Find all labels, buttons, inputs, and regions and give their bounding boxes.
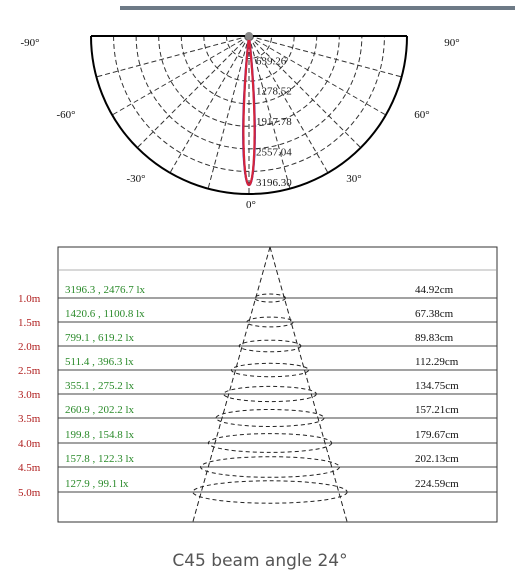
diameter-label: 224.59cm [415, 478, 459, 490]
polar-ring [158, 35, 340, 127]
polar-spoke [169, 35, 250, 174]
angle-label: -90° [20, 37, 39, 49]
illuminance-label: 127.9 , 99.1 lx [65, 478, 129, 490]
diameter-label: 112.29cm [415, 356, 459, 368]
illuminance-label: 3196.3 , 2476.7 lx [65, 284, 146, 296]
polar-spoke [248, 35, 291, 189]
distance-label: 2.5m [18, 365, 41, 377]
chart-caption: C45 beam angle 24° [172, 551, 348, 571]
angle-label: -30° [126, 173, 145, 185]
beam-ellipse [192, 480, 348, 504]
radial-tick-label: 1917.78 [256, 116, 292, 128]
beam-ellipse [238, 339, 302, 353]
radial-tick-label: 1278.52 [256, 86, 292, 98]
polar-ring [225, 35, 273, 59]
illuminance-label: 799.1 , 619.2 lx [65, 332, 135, 344]
polar-spoke [96, 35, 250, 78]
diameter-label: 67.38cm [415, 308, 454, 320]
polar-ring [203, 35, 295, 82]
radial-tick-label: 2557.04 [256, 146, 292, 158]
angle-label: 90° [444, 37, 459, 49]
polar-spoke [248, 35, 329, 174]
distance-label: 3.0m [18, 389, 41, 401]
diameter-label: 89.83cm [415, 332, 454, 344]
polar-spoke [248, 35, 402, 78]
distance-label: 2.0m [18, 341, 41, 353]
beam-ellipse [223, 385, 317, 403]
distance-label: 1.0m [18, 293, 41, 305]
distance-label: 4.5m [18, 462, 41, 474]
distance-label: 1.5m [18, 317, 41, 329]
diameter-label: 179.67cm [415, 429, 459, 441]
header-rule [120, 6, 515, 10]
beam-ellipse [230, 362, 310, 378]
beam-lobe [242, 35, 256, 187]
diameter-label: 44.92cm [415, 284, 454, 296]
polar-spoke [248, 35, 362, 149]
angle-label: -60° [56, 109, 75, 121]
beam-ellipse [246, 316, 294, 328]
angle-label: 30° [346, 173, 361, 185]
beam-ellipse [207, 433, 333, 453]
polar-spoke [111, 35, 250, 116]
diameter-label: 134.75cm [415, 380, 459, 392]
polar-frame [90, 35, 408, 195]
radial-tick-label: 639.26 [256, 55, 287, 67]
beam-ellipse [254, 293, 286, 303]
illuminance-label: 157.8 , 122.3 lx [65, 453, 135, 465]
lamp-marker [245, 32, 253, 40]
cone-edge [269, 246, 348, 523]
diameter-label: 202.13cm [415, 453, 459, 465]
distance-label: 3.5m [18, 413, 41, 425]
radial-tick-label: 3196.30 [256, 177, 292, 189]
illuminance-label: 260.9 , 202.2 lx [65, 404, 135, 416]
polar-intensity-chart: -90° -60° -30° 0° 30° 60° 90° 639.26 1278.52 1917… [20, 32, 460, 211]
beam-ellipse [200, 456, 340, 478]
angle-label: 60° [414, 109, 429, 121]
illuminance-label: 511.4 , 396.3 lx [65, 356, 134, 368]
illuminance-label: 1420.6 , 1100.8 lx [65, 308, 145, 320]
polar-spoke [248, 35, 387, 116]
beam-ellipse [215, 409, 325, 427]
angle-label: 0° [246, 199, 256, 211]
distance-label: 4.0m [18, 438, 41, 450]
illuminance-cone-table: 1.0m 3196.3 , 2476.7 lx 44.92cm 1.5m 1420.6 … [18, 246, 498, 523]
illuminance-label: 199.8 , 154.8 lx [65, 429, 135, 441]
polar-spoke [207, 35, 250, 189]
polar-ring [113, 35, 385, 172]
table-frame [57, 246, 498, 523]
distance-label: 5.0m [18, 487, 41, 499]
illuminance-label: 355.1 , 275.2 lx [65, 380, 135, 392]
diameter-label: 157.21cm [415, 404, 459, 416]
polar-spoke [136, 35, 250, 149]
